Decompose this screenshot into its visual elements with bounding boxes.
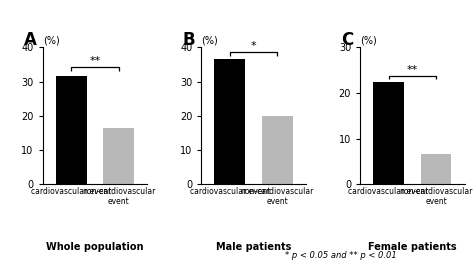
Bar [420, 154, 451, 184]
Text: **: ** [89, 56, 100, 66]
Bar [56, 76, 87, 184]
Bar [262, 116, 293, 184]
Text: B: B [182, 31, 195, 49]
Text: * p < 0.05 and ** p < 0.01: * p < 0.05 and ** p < 0.01 [285, 251, 397, 260]
Text: **: ** [407, 65, 418, 75]
Text: Male patients: Male patients [216, 241, 292, 251]
Text: (%): (%) [360, 36, 377, 46]
Text: Female patients: Female patients [368, 241, 456, 251]
Bar [373, 82, 404, 184]
Text: Whole population: Whole population [46, 241, 144, 251]
Bar [103, 128, 134, 184]
Text: *: * [251, 41, 256, 51]
Text: C: C [341, 31, 354, 49]
Text: A: A [24, 31, 37, 49]
Bar [214, 59, 245, 184]
Text: (%): (%) [43, 36, 59, 46]
Text: (%): (%) [201, 36, 218, 46]
